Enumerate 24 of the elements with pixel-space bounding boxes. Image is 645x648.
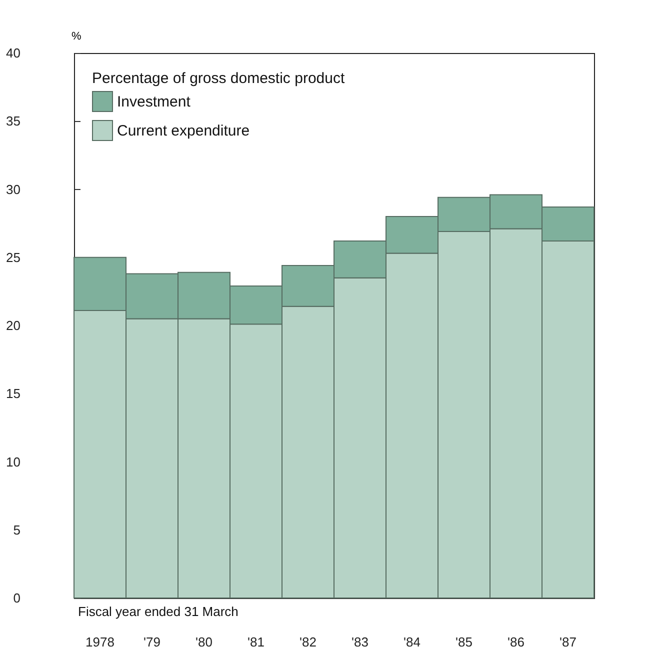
y-tick-label: 30: [6, 182, 20, 197]
x-tick-label: '86: [508, 634, 524, 648]
y-tick-label: 15: [6, 386, 20, 402]
y-tick-label: 20: [6, 318, 20, 333]
y-tick-label: 35: [6, 114, 20, 129]
y-tick-label: 5: [13, 522, 20, 538]
y-tick-label: 25: [6, 250, 20, 265]
y-tick-label: 40: [6, 46, 20, 60]
x-tick-label: '81: [248, 634, 264, 648]
legend-label: Investment: [117, 94, 192, 110]
y-axis-title: %: [72, 30, 82, 42]
x-tick-label: '83: [352, 634, 368, 648]
x-tick-label: 1978: [86, 634, 114, 648]
x-tick-label: '84: [404, 634, 420, 648]
x-tick-label: '79: [144, 634, 160, 648]
x-tick-label: '85: [456, 634, 472, 648]
legend-title: Percentage of gross domestic product: [92, 70, 346, 87]
legend-label: Current expenditure: [117, 122, 250, 140]
x-tick-label: '87: [560, 634, 576, 648]
x-tick-label: '82: [300, 634, 316, 648]
y-tick-label: 0: [13, 590, 20, 606]
y-tick-label: 10: [6, 454, 20, 470]
text: Fiscal year ended 31 March: [78, 604, 238, 619]
x-tick-label: '80: [196, 634, 212, 648]
